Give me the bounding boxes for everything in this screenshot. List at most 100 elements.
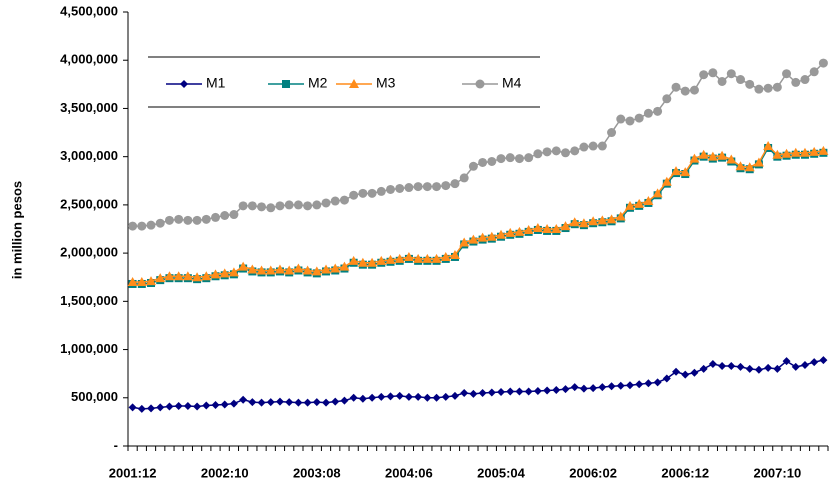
data-point (699, 364, 708, 373)
data-point (293, 263, 304, 273)
data-point (211, 401, 220, 410)
data-point (809, 67, 819, 77)
data-point (330, 263, 341, 273)
data-point (339, 261, 350, 271)
data-point (542, 147, 552, 157)
data-point (285, 398, 294, 407)
data-point (773, 364, 782, 373)
data-point (358, 394, 367, 403)
data-point (643, 196, 654, 206)
data-point (460, 388, 469, 397)
x-tick-label: 2007:10 (753, 465, 801, 480)
data-point (266, 398, 275, 407)
data-point (219, 268, 230, 278)
data-point (192, 272, 203, 282)
data-point (201, 214, 211, 224)
data-point (441, 392, 450, 401)
data-point (395, 183, 405, 193)
data-point (689, 85, 699, 95)
series-line (132, 359, 824, 410)
data-point (570, 146, 580, 156)
data-point (376, 186, 386, 196)
data-point (413, 182, 423, 192)
data-point (625, 381, 634, 390)
data-point (523, 224, 534, 234)
legend-marker (282, 80, 290, 88)
data-point (146, 220, 156, 230)
y-tick-label: 4,500,000 (60, 3, 118, 18)
legend-text: M3 (376, 75, 396, 91)
y-tick-label: 1,000,000 (60, 341, 118, 356)
data-point (468, 234, 479, 244)
data-point (183, 215, 193, 225)
data-point (275, 201, 285, 211)
data-point (413, 253, 424, 263)
data-point (376, 255, 387, 265)
data-point (155, 218, 165, 228)
data-point (440, 251, 451, 261)
data-point (661, 176, 672, 186)
data-point (414, 392, 423, 401)
data-point (238, 261, 249, 271)
data-point (367, 257, 378, 267)
data-point (736, 75, 745, 85)
data-point (284, 265, 295, 275)
data-point (284, 200, 294, 210)
data-point (247, 264, 258, 274)
data-point (441, 181, 451, 191)
data-point (450, 179, 460, 189)
data-point (302, 265, 313, 275)
data-point (311, 266, 322, 276)
data-point (799, 147, 810, 157)
data-point (312, 398, 321, 407)
data-point (404, 392, 413, 401)
data-point (809, 146, 820, 156)
data-point (735, 161, 746, 171)
data-point (588, 216, 599, 226)
data-point (487, 156, 497, 166)
data-point (616, 381, 625, 390)
data-point (690, 368, 699, 377)
data-point (459, 173, 469, 183)
data-point (496, 154, 506, 164)
data-point (395, 391, 404, 400)
data-point (210, 269, 221, 279)
data-point (385, 254, 396, 264)
data-point (505, 153, 515, 163)
data-point (671, 82, 681, 92)
x-tick-label: 2006:12 (661, 465, 709, 480)
data-point (478, 388, 487, 397)
data-point (533, 387, 542, 396)
data-point (800, 360, 809, 369)
data-point (533, 149, 543, 159)
data-point (303, 201, 313, 211)
data-point (220, 210, 230, 220)
data-point (256, 265, 267, 275)
data-point (294, 398, 303, 407)
data-point (331, 397, 340, 406)
data-point (174, 401, 183, 410)
data-point (164, 215, 174, 225)
data-point (772, 149, 783, 159)
data-point (726, 154, 737, 164)
series-line (132, 144, 824, 283)
data-point (818, 145, 829, 155)
data-point (247, 201, 257, 211)
data-point (781, 148, 792, 158)
data-point (468, 161, 478, 171)
data-point (303, 398, 312, 407)
data-point (312, 200, 322, 210)
data-point (708, 68, 718, 78)
data-point (699, 70, 709, 80)
data-point (607, 382, 616, 391)
data-point (588, 141, 598, 151)
data-point (182, 271, 193, 281)
y-tick-label: 4,000,000 (60, 52, 118, 67)
data-point (330, 196, 340, 206)
data-point (754, 365, 763, 374)
data-point (515, 387, 524, 396)
x-tick-label: 2001:12 (109, 465, 157, 480)
data-point (257, 398, 266, 407)
data-point (505, 227, 516, 237)
data-point (239, 395, 248, 404)
